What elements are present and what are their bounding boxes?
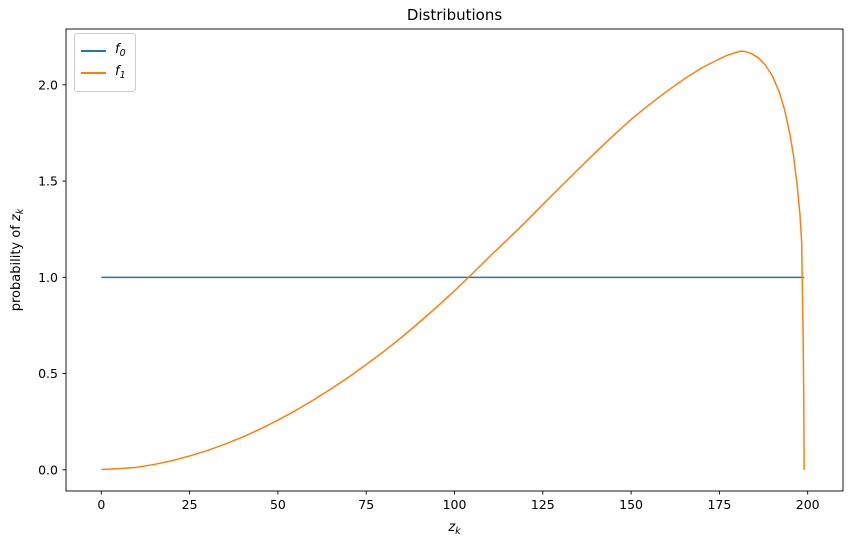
x-tick-label: 150 (619, 497, 643, 512)
x-tick-label: 75 (358, 497, 374, 512)
f1-line-swatch (81, 72, 106, 74)
legend: f0 f1 (74, 33, 136, 92)
x-tick-label: 50 (270, 497, 286, 512)
x-axis: 0 25 50 75 100 125 150 175 200 (97, 491, 820, 512)
chart-title: Distributions (406, 6, 503, 24)
y-axis-label: probability of zk (9, 208, 26, 311)
axes-spines (65, 28, 844, 492)
legend-label-f1: f1 (115, 64, 126, 82)
y-tick-label: 2.0 (38, 77, 58, 92)
x-tick-label: 100 (443, 497, 467, 512)
x-tick-label: 200 (796, 497, 820, 512)
x-axis-label: zk (447, 520, 461, 537)
x-tick-label: 175 (707, 497, 731, 512)
y-tick-label: 0.0 (38, 462, 58, 477)
x-tick-label: 0 (97, 497, 105, 512)
x-tick-label: 25 (182, 497, 198, 512)
legend-item-f0: f0 (81, 40, 127, 62)
y-tick-label: 1.5 (38, 174, 58, 189)
y-tick-label: 1.0 (38, 270, 58, 285)
f0-line-swatch (81, 50, 106, 52)
x-tick-label: 125 (531, 497, 555, 512)
legend-item-f1: f1 (81, 62, 127, 84)
y-tick-label: 0.5 (38, 366, 58, 381)
legend-label-f0: f0 (115, 42, 126, 60)
f1-line (101, 50, 805, 471)
y-axis: 0.0 0.5 1.0 1.5 2.0 (38, 77, 66, 477)
